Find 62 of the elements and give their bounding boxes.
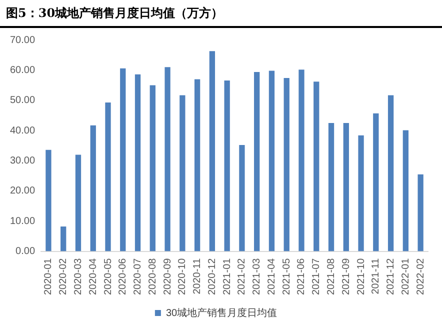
x-tick-label: 2020-08 bbox=[147, 258, 158, 296]
bar bbox=[90, 125, 96, 252]
x-tick-label: 2021-07 bbox=[311, 258, 322, 296]
y-tick-label: 40.00 bbox=[10, 125, 36, 136]
bar bbox=[164, 67, 170, 252]
x-tick-label: 2021-01 bbox=[222, 258, 233, 296]
y-tick-label: 60.00 bbox=[10, 64, 36, 76]
chart-title: 图5：30城地产销售月度日均值（万方） bbox=[0, 0, 442, 28]
x-tick-label: 2020-12 bbox=[206, 258, 218, 296]
bar bbox=[314, 82, 320, 252]
x-tick-label: 2020-02 bbox=[58, 258, 70, 296]
bar bbox=[239, 145, 245, 252]
bar bbox=[194, 79, 200, 252]
x-tick-label: 2021-10 bbox=[356, 258, 367, 296]
y-tick-label: 10.00 bbox=[10, 216, 36, 227]
bar bbox=[209, 51, 216, 252]
bar bbox=[388, 95, 394, 252]
x-tick-label: 2020-10 bbox=[177, 258, 188, 296]
x-tick-label: 2021-12 bbox=[386, 258, 397, 296]
bar bbox=[268, 70, 275, 252]
x-tick-label: 2022-02 bbox=[415, 258, 426, 296]
x-tick-label: 2020-11 bbox=[192, 258, 204, 294]
x-tick-label: 2021-02 bbox=[236, 258, 248, 296]
bar bbox=[120, 68, 126, 252]
y-tick-label: 70.00 bbox=[10, 34, 36, 46]
x-tick-label: 2020-04 bbox=[88, 258, 99, 296]
bar bbox=[373, 113, 379, 252]
bar bbox=[224, 80, 230, 252]
y-tick-label: 0.00 bbox=[16, 246, 36, 258]
y-tick-label: 30.00 bbox=[10, 155, 36, 166]
bar bbox=[46, 150, 52, 252]
y-tick-label: 20.00 bbox=[10, 186, 36, 197]
x-tick-label: 2020-05 bbox=[102, 258, 114, 296]
y-tick-label: 50.00 bbox=[10, 95, 36, 106]
bar bbox=[150, 85, 156, 252]
bar bbox=[60, 226, 66, 252]
x-tick-label: 2022-01 bbox=[400, 258, 412, 296]
bar bbox=[298, 70, 304, 252]
x-tick-label: 2021-05 bbox=[281, 258, 292, 296]
bar bbox=[254, 72, 260, 252]
bar bbox=[105, 102, 111, 252]
bar bbox=[180, 95, 186, 252]
x-tick-label: 2021-03 bbox=[252, 258, 263, 296]
x-tick-label: 2020-07 bbox=[132, 258, 144, 296]
legend-label: 30城地产销售月度日均值 bbox=[166, 306, 278, 319]
x-tick-label: 2021-06 bbox=[296, 258, 308, 296]
bar bbox=[402, 130, 409, 252]
bar bbox=[418, 174, 424, 252]
x-tick-label: 2021-08 bbox=[326, 258, 338, 296]
bar bbox=[75, 154, 82, 252]
bar bbox=[343, 123, 349, 252]
x-tick-label: 2020-03 bbox=[72, 258, 84, 296]
bar bbox=[328, 123, 334, 252]
bar bbox=[134, 74, 141, 252]
x-tick-label: 2021-11 bbox=[370, 258, 382, 294]
x-tick-label: 2020-01 bbox=[43, 258, 54, 296]
bar bbox=[284, 78, 290, 252]
bar bbox=[358, 135, 364, 252]
x-tick-label: 2020-09 bbox=[162, 258, 174, 296]
x-tick-label: 2021-09 bbox=[340, 258, 352, 296]
x-tick-label: 2020-06 bbox=[118, 258, 129, 296]
x-tick-label: 2021-04 bbox=[266, 258, 278, 296]
